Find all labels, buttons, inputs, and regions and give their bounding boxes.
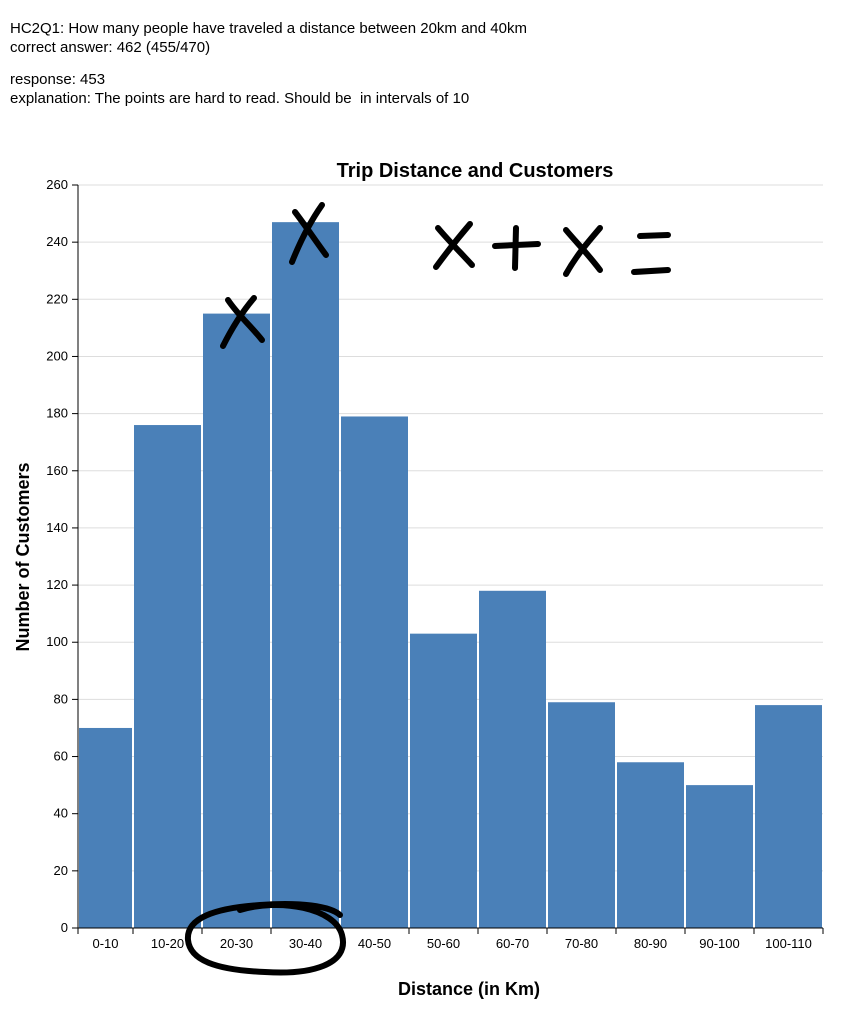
x-tick-label: 20-30 — [220, 936, 253, 951]
notes-response: response: 453 explanation: The points ar… — [10, 70, 469, 108]
y-tick-label: 240 — [46, 234, 68, 249]
bar-30-40 — [272, 222, 339, 928]
handwritten-circle — [184, 901, 346, 976]
formula-equals-bottom — [631, 267, 671, 275]
x-tick-label: 80-90 — [634, 936, 667, 951]
y-tick-label: 20 — [54, 863, 68, 878]
bar-70-80 — [548, 702, 615, 928]
bar-90-100 — [686, 785, 753, 928]
y-tick-label: 180 — [46, 406, 68, 421]
bar-50-60 — [410, 633, 477, 928]
bar-80-90 — [617, 762, 684, 928]
y-tick-label: 0 — [61, 920, 68, 935]
x-axis-title: Distance (in Km) — [398, 979, 540, 999]
formula-plus-v — [512, 225, 519, 271]
x-tick-label: 40-50 — [358, 936, 391, 951]
handwritten-x-mark-2 — [292, 209, 329, 258]
x-tick-label: 60-70 — [496, 936, 529, 951]
bar-100-110 — [755, 705, 822, 928]
x-tick-label: 70-80 — [565, 936, 598, 951]
bar-40-50 — [341, 416, 408, 928]
x-tick-label: 50-60 — [427, 936, 460, 951]
y-tick-label: 260 — [46, 177, 68, 192]
y-tick-label: 80 — [54, 691, 68, 706]
bars — [79, 222, 822, 928]
handwritten-x-mark-1 — [225, 297, 265, 343]
handwritten-x-mark-2-stroke-2 — [289, 202, 325, 265]
x-tick-label: 10-20 — [151, 936, 184, 951]
bar-0-10 — [79, 727, 132, 928]
explanation-text: explanation: The points are hard to read… — [10, 90, 470, 107]
formula-x-1-stroke-2 — [433, 221, 473, 270]
chart-title: Trip Distance and Customers — [337, 160, 614, 182]
y-tick-label: 140 — [46, 520, 68, 535]
bar-20-30 — [203, 313, 270, 928]
correct-answer-text: correct answer: 462 (455/470) — [10, 39, 211, 56]
question-text: HC2Q1: How many people have traveled a d… — [10, 20, 527, 37]
formula-x-2-stroke-2 — [563, 225, 603, 277]
y-tick-label: 120 — [46, 577, 68, 592]
bar-60-70 — [479, 590, 546, 928]
y-tick-label: 200 — [46, 348, 68, 363]
y-tick-label: 40 — [54, 806, 68, 821]
y-axis-title: Number of Customers — [13, 462, 33, 651]
y-tick-label: 220 — [46, 291, 68, 306]
x-tick-label: 0-10 — [92, 936, 118, 951]
formula-equals-top — [637, 232, 671, 239]
y-tick-label: 100 — [46, 634, 68, 649]
axes: 0 20 40 60 80 100 120 140 160 180 200 220 240 260 0-10… — [46, 177, 824, 951]
x-tick-label: 100-110 — [765, 936, 812, 951]
y-tick-label: 160 — [46, 463, 68, 478]
y-tick-label: 60 — [54, 749, 68, 764]
handwritten-x-mark-1-stroke-2 — [220, 295, 257, 349]
handwritten-annotations — [184, 202, 671, 976]
notes-header: HC2Q1: How many people have traveled a d… — [10, 19, 527, 57]
x-tick-label: 30-40 — [289, 936, 322, 951]
bar-10-20 — [134, 425, 201, 928]
x-tick-label: 90-100 — [699, 936, 739, 951]
response-text: response: 453 — [10, 71, 106, 88]
